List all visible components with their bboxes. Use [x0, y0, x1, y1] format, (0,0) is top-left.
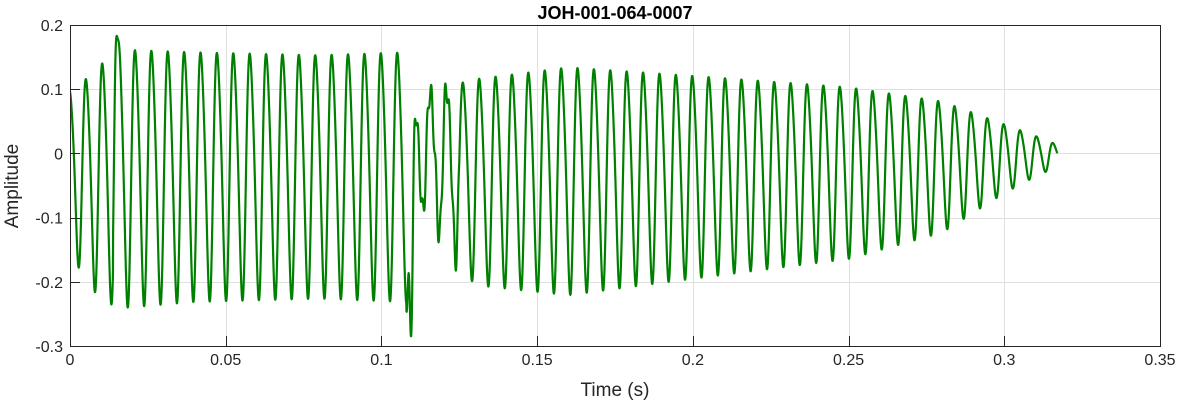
x-tick-label: 0.1 — [370, 352, 392, 369]
plot-area — [70, 34, 1059, 338]
chart-title: JOH-001-064-0007 — [537, 3, 692, 23]
y-axis-label: Amplitude — [2, 144, 23, 229]
y-tick-label: 0.2 — [41, 18, 63, 35]
x-tick-label: 0.35 — [1144, 352, 1175, 369]
x-tick-label: 0.25 — [833, 352, 864, 369]
y-tick-label: -0.1 — [35, 211, 63, 228]
x-tick-label: 0.05 — [210, 352, 241, 369]
x-tick-label: 0 — [66, 352, 75, 369]
y-tick-label: 0.1 — [41, 82, 63, 99]
y-tick-label: -0.2 — [35, 275, 63, 292]
ticks: 0 0.05 0.1 0.15 0.2 0.25 0.3 0.35 -0.3 -0.2 -0.1 0 0… — [35, 18, 1175, 369]
x-axis-label: Time (s) — [581, 380, 650, 401]
y-tick-label: -0.3 — [35, 339, 63, 356]
x-tick-label: 0.15 — [522, 352, 553, 369]
series-line-waveform — [70, 34, 1059, 338]
axes-box — [70, 25, 1161, 347]
x-tick-label: 0.3 — [993, 352, 1015, 369]
y-tick-label: 0 — [54, 146, 63, 163]
x-tick-label: 0.2 — [682, 352, 704, 369]
